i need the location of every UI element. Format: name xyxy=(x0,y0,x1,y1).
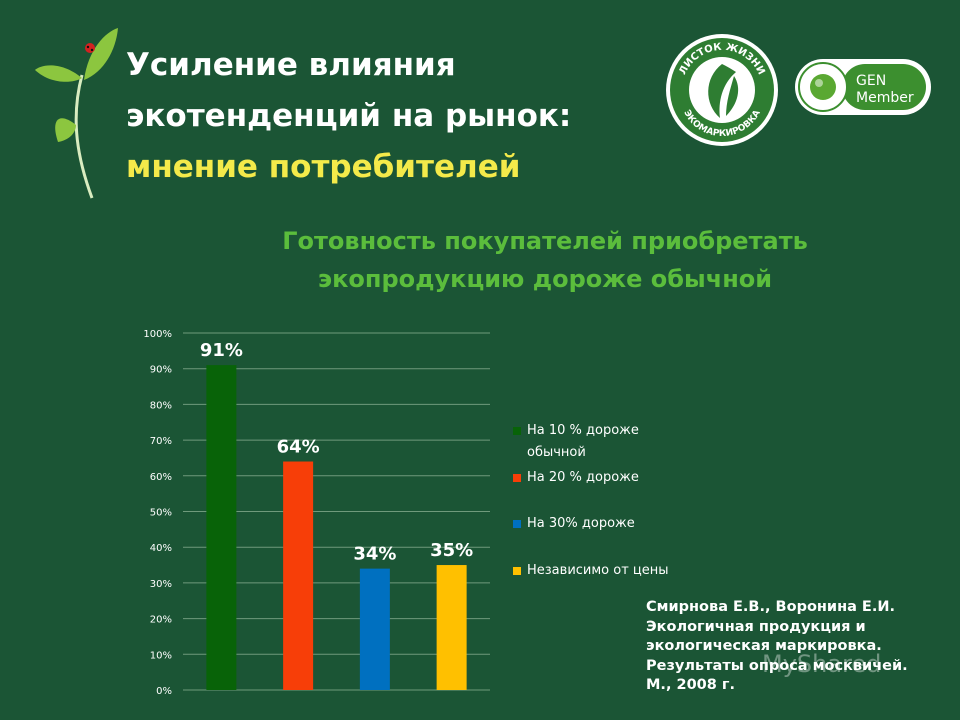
leaf-of-life-logo: ЛИСТОК ЖИЗНИ ЭКОМАРКИРОВКА xyxy=(666,34,778,146)
y-tick-label: 30% xyxy=(150,579,172,590)
bar-data-label: 64% xyxy=(277,437,320,458)
bar xyxy=(359,568,390,690)
bar xyxy=(436,565,467,690)
y-tick-label: 60% xyxy=(150,472,172,483)
slide-title-line3: мнение потребителей xyxy=(126,149,521,185)
legend-label: Независимо от цены xyxy=(527,563,669,578)
legend-item: На 20 % дороже xyxy=(513,467,713,489)
citation-line3: экологическая маркировка. xyxy=(646,638,882,654)
legend-item: Независимо от цены xyxy=(513,560,713,582)
slide-title-line1: Усиление влияния xyxy=(126,47,456,83)
legend-label: На 30% дороже xyxy=(527,516,635,531)
citation-line4: Результаты опроса москвичей. xyxy=(646,657,908,674)
gen-logo-line1: GEN xyxy=(856,73,886,89)
watermark: MyShared xyxy=(762,650,882,678)
legend-swatch xyxy=(513,520,521,528)
gen-member-logo: GEN Member xyxy=(795,59,931,115)
bar-data-label: 91% xyxy=(200,340,243,361)
y-tick-label: 20% xyxy=(150,615,172,626)
chart-title: Готовность покупателей приобретать экопр… xyxy=(282,227,808,293)
legend-item: На 30% дороже xyxy=(513,513,713,535)
y-tick-label: 80% xyxy=(150,400,172,411)
citation-line2: Экологичная продукция и xyxy=(646,618,866,635)
legend-swatch xyxy=(513,427,521,435)
y-tick-label: 40% xyxy=(150,543,172,554)
gen-logo-line2: Member xyxy=(856,90,914,106)
slide-title: Усиление влияния экотенденций на рынок: … xyxy=(126,40,646,193)
bar-data-label: 34% xyxy=(353,544,396,565)
source-citation: Смирнова Е.В., Воронина Е.И. Экологичная… xyxy=(646,598,946,696)
y-tick-label: 90% xyxy=(150,365,172,376)
y-tick-label: 0% xyxy=(156,686,172,697)
slide-title-line2: экотенденций на рынок: xyxy=(126,98,572,134)
citation-line1: Смирнова Е.В., Воронина Е.И. xyxy=(646,599,895,615)
legend-label: На 20 % дороже xyxy=(527,470,639,485)
y-tick-label: 50% xyxy=(150,508,172,519)
bar xyxy=(283,461,314,690)
legend-label: На 10 % дороже обычной xyxy=(527,423,639,460)
legend-swatch xyxy=(513,474,521,482)
legend-swatch xyxy=(513,567,521,575)
y-tick-label: 70% xyxy=(150,436,172,447)
citation-line5: М., 2008 г. xyxy=(646,677,735,693)
legend-item: На 10 % дороже обычной xyxy=(513,420,713,464)
y-tick-label: 100% xyxy=(143,329,172,340)
y-tick-label: 10% xyxy=(150,650,172,661)
bar-data-label: 35% xyxy=(430,540,473,561)
sprout-ladybug-icon xyxy=(35,28,118,199)
bar xyxy=(206,365,237,690)
